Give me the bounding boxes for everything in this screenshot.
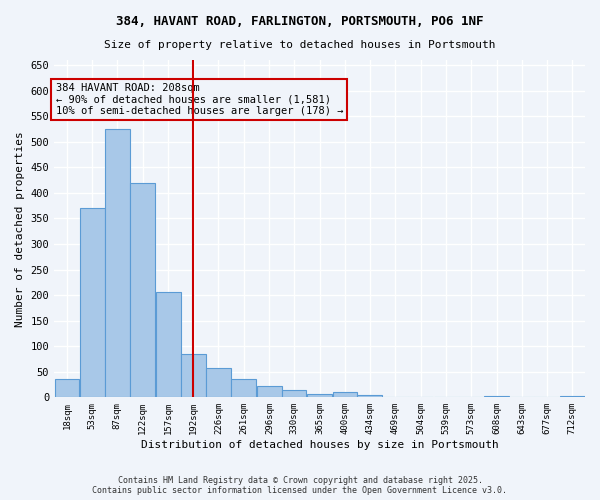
Bar [181, 354, 206, 398]
Bar [232, 379, 256, 398]
Bar [307, 394, 332, 398]
Bar [105, 129, 130, 398]
Text: 384 HAVANT ROAD: 208sqm
← 90% of detached houses are smaller (1,581)
10% of semi: 384 HAVANT ROAD: 208sqm ← 90% of detache… [56, 83, 343, 116]
Bar [80, 208, 105, 398]
Bar [55, 380, 79, 398]
Bar [358, 396, 382, 398]
Bar [130, 182, 155, 398]
Bar [484, 396, 509, 398]
Bar [156, 292, 181, 398]
Text: 384, HAVANT ROAD, FARLINGTON, PORTSMOUTH, PO6 1NF: 384, HAVANT ROAD, FARLINGTON, PORTSMOUTH… [116, 15, 484, 28]
Y-axis label: Number of detached properties: Number of detached properties [15, 131, 25, 326]
Bar [206, 368, 231, 398]
Bar [332, 392, 358, 398]
X-axis label: Distribution of detached houses by size in Portsmouth: Distribution of detached houses by size … [141, 440, 499, 450]
Bar [560, 396, 584, 398]
Text: Size of property relative to detached houses in Portsmouth: Size of property relative to detached ho… [104, 40, 496, 50]
Bar [282, 390, 307, 398]
Bar [257, 386, 282, 398]
Text: Contains HM Land Registry data © Crown copyright and database right 2025.
Contai: Contains HM Land Registry data © Crown c… [92, 476, 508, 495]
